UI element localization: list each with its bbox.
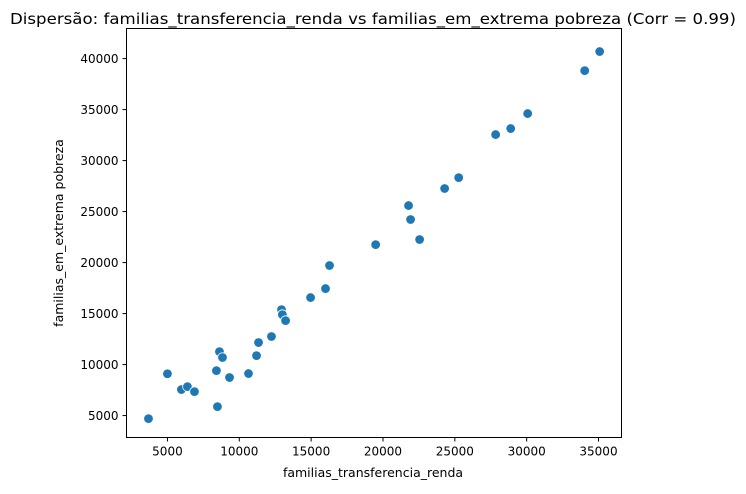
x-tick-label: 5000	[152, 445, 183, 459]
y-axis-label: familias_em_extrema pobreza	[51, 139, 66, 327]
data-point	[453, 172, 464, 183]
x-tick-label: 30000	[508, 445, 546, 459]
data-point	[280, 315, 291, 326]
y-tick-label: 5000	[88, 409, 119, 423]
data-point	[212, 401, 223, 412]
x-axis: 5000 10000 15000 20000 25000 30000 35000	[152, 437, 618, 459]
data-point	[253, 337, 264, 348]
data-point	[370, 239, 381, 250]
y-tick-label: 40000	[80, 52, 118, 66]
chart-title: Dispersão: familias_transferencia_renda …	[10, 10, 736, 29]
data-point	[251, 350, 262, 361]
x-tick-label: 10000	[220, 445, 258, 459]
data-point	[579, 65, 590, 76]
points-layer	[143, 46, 605, 424]
x-tick-label: 20000	[364, 445, 402, 459]
data-point	[403, 200, 414, 211]
data-point	[320, 283, 331, 294]
data-point	[594, 46, 605, 57]
data-point	[224, 372, 235, 383]
data-point	[243, 368, 254, 379]
data-point	[266, 331, 277, 342]
data-point	[182, 381, 193, 392]
data-point	[505, 123, 516, 134]
data-point	[405, 214, 416, 225]
y-tick-label: 35000	[80, 103, 118, 117]
data-point	[162, 368, 173, 379]
data-point	[211, 365, 222, 376]
y-tick-label: 10000	[80, 358, 118, 372]
x-axis-label: familias_transferencia_renda	[283, 465, 463, 480]
y-axis: 5000 10000 15000 20000 25000 30000 35000 40000	[80, 52, 127, 423]
data-point	[143, 413, 154, 424]
data-point	[490, 129, 501, 140]
data-point	[217, 352, 228, 363]
data-point	[414, 234, 425, 245]
y-tick-label: 30000	[80, 154, 118, 168]
data-point	[522, 108, 533, 119]
y-tick-label: 20000	[80, 256, 118, 270]
y-tick-label: 25000	[80, 205, 118, 219]
data-point	[324, 260, 335, 271]
plot-frame	[126, 28, 622, 438]
data-point	[189, 386, 200, 397]
y-tick-label: 15000	[80, 307, 118, 321]
x-tick-label: 15000	[292, 445, 330, 459]
x-tick-label: 35000	[579, 445, 617, 459]
data-point	[439, 183, 450, 194]
x-tick-label: 25000	[436, 445, 474, 459]
data-point	[305, 292, 316, 303]
